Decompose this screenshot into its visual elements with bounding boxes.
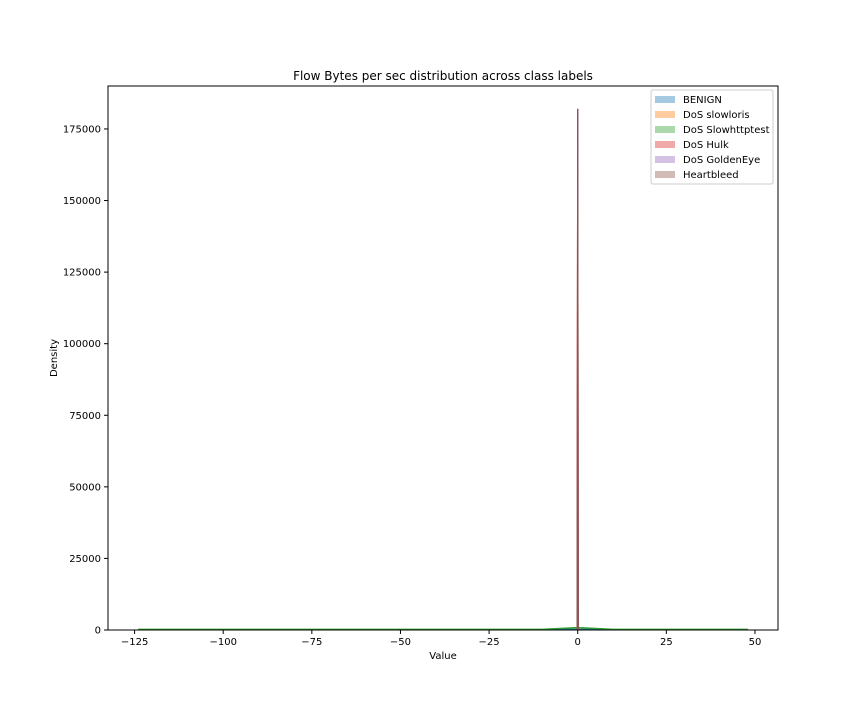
x-tick-label: 50 (749, 637, 762, 648)
legend-swatch (655, 141, 675, 148)
x-tick-label: 25 (660, 637, 673, 648)
x-tick-label: −50 (390, 637, 411, 648)
plot-frame (107, 85, 779, 631)
x-tick-label: −75 (301, 637, 322, 648)
y-tick-label: 0 (95, 626, 101, 637)
legend-label: DoS slowloris (683, 110, 750, 121)
x-tick-label: −100 (209, 637, 236, 648)
legend-swatch (655, 156, 675, 163)
y-axis-label: Density (49, 339, 60, 377)
y-tick-label: 100000 (63, 339, 101, 350)
chart-title: Flow Bytes per sec distribution across c… (293, 69, 593, 83)
y-tick-label: 175000 (63, 124, 101, 135)
y-tick-label: 50000 (69, 482, 101, 493)
y-tick-label: 25000 (69, 554, 101, 565)
legend: BENIGN DoS slowloris DoS Slowhttptest DoS H… (650, 89, 774, 185)
y-tick-label: 75000 (69, 411, 101, 422)
x-axis: −125 −100 −75 −50 −25 0 25 50 (121, 630, 761, 648)
legend-swatch (655, 126, 675, 133)
legend-label: DoS Slowhttptest (683, 125, 770, 136)
series-line-dos-slowhttptest (138, 626, 748, 630)
y-tick-label: 125000 (63, 268, 101, 279)
x-tick-label: 0 (575, 637, 581, 648)
x-tick-label: −25 (479, 637, 500, 648)
x-axis-label: Value (429, 651, 456, 662)
legend-swatch (655, 96, 675, 103)
y-tick-label: 150000 (63, 196, 101, 207)
y-axis: 0 25000 50000 75000 100000 125000 150000 175000 (63, 124, 108, 637)
legend-swatch (655, 171, 675, 178)
legend-label: DoS Hulk (683, 140, 729, 151)
series-layer (138, 108, 748, 631)
legend-label: Heartbleed (683, 170, 739, 181)
legend-label: BENIGN (683, 95, 722, 106)
x-tick-label: −125 (121, 637, 148, 648)
legend-swatch (655, 111, 675, 118)
legend-box (650, 89, 774, 185)
legend-label: DoS GoldenEye (683, 155, 760, 166)
series-line-heartbleed (576, 108, 579, 631)
